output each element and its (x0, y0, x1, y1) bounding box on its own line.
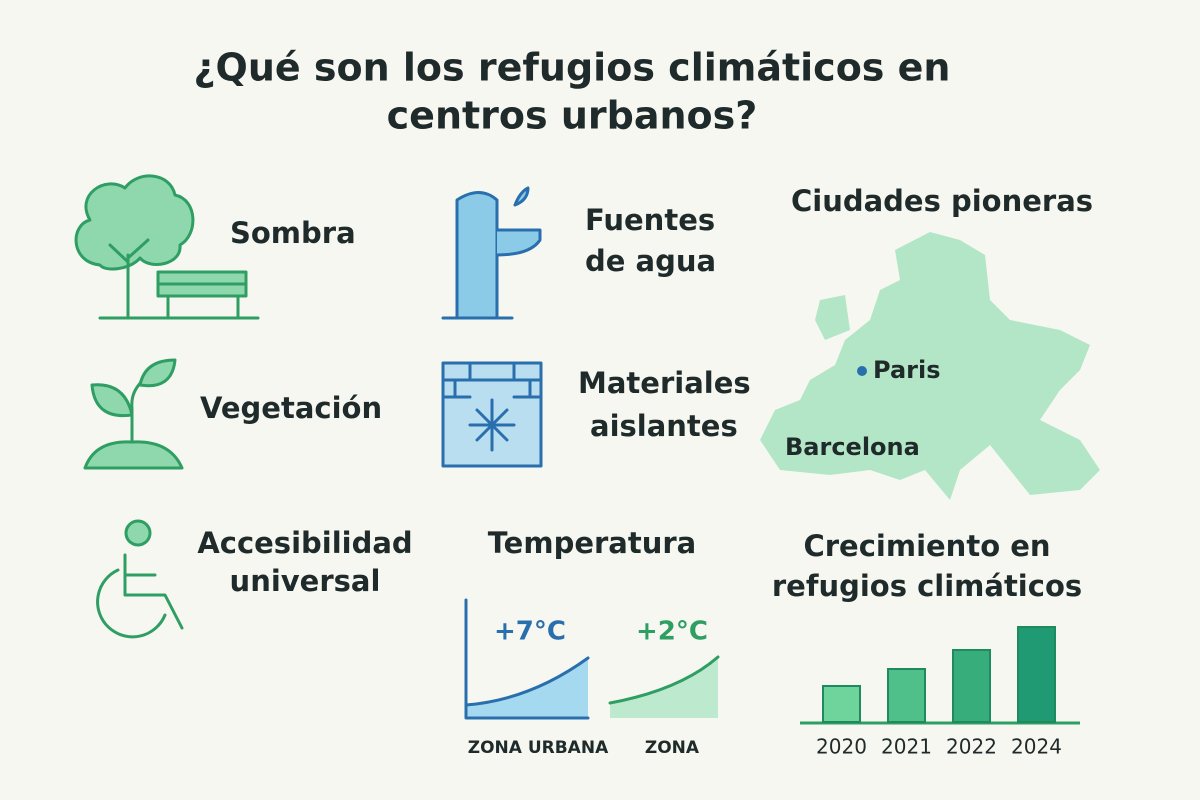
feature-label: universal (230, 564, 381, 598)
europe-map (760, 232, 1100, 500)
feature-label: Fuentes (585, 203, 715, 237)
accessibility-icon (96, 519, 184, 639)
zone-curve (610, 657, 718, 718)
bar (952, 649, 991, 723)
x-tick-label: 2024 (1011, 735, 1062, 759)
zone-label: ZONA URBANA (468, 738, 609, 758)
urban-axis (464, 598, 590, 720)
bar (822, 685, 861, 723)
plant-icon (83, 358, 184, 470)
city-label: Barcelona (785, 433, 920, 461)
temperature-label: +2°C (636, 617, 708, 647)
bar (1017, 626, 1056, 723)
tree-icon (74, 174, 260, 320)
title: ¿Qué son los refugios climáticos en (194, 46, 951, 90)
bar (887, 668, 926, 723)
feature-label: Vegetación (200, 391, 382, 425)
x-tick-label: 2021 (881, 735, 932, 759)
chart-title: Crecimiento en (803, 529, 1050, 563)
feature-label: Accesibilidad (197, 526, 412, 560)
city-label: Paris (873, 356, 941, 384)
feature-label: de agua (585, 244, 716, 278)
urban-curve (466, 600, 588, 718)
feature-label: aislantes (590, 409, 738, 443)
fountain-icon (441, 186, 542, 320)
title: centros urbanos? (387, 94, 758, 138)
x-tick-label: 2022 (946, 735, 997, 759)
section-title: Temperatura (488, 526, 697, 560)
temperature-label: +7°C (494, 617, 566, 647)
zone-line (608, 655, 720, 705)
insulation-icon (441, 361, 543, 468)
city-dot (857, 366, 867, 376)
chart-title: refugios climáticos (772, 569, 1082, 603)
feature-label: Materiales (578, 366, 751, 400)
map-title: Ciudades pioneras (791, 184, 1093, 218)
x-tick-label: 2020 (816, 735, 867, 759)
feature-label: Sombra (230, 216, 356, 250)
zone-label: ZONA (645, 738, 700, 758)
